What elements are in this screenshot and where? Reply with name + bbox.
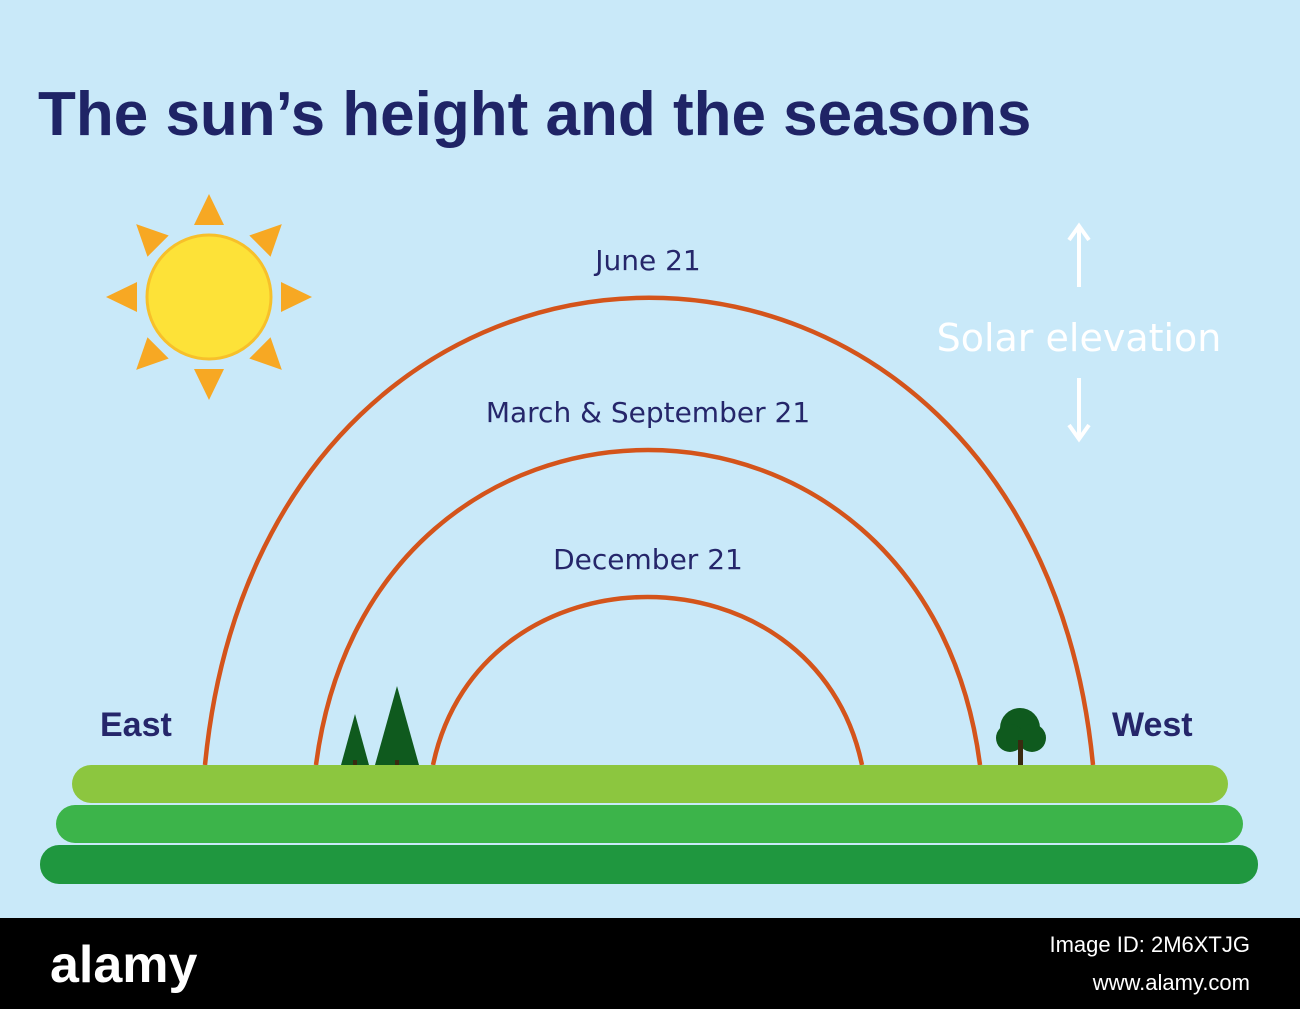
arc-label: December 21 <box>553 543 743 576</box>
arc-label: June 21 <box>593 244 701 277</box>
west-label: West <box>1112 706 1193 744</box>
equinox-arc <box>313 447 983 766</box>
footer-id: Image ID: 2M6XTJG <box>1049 932 1250 957</box>
june-arc <box>202 295 1096 766</box>
december-arc <box>430 594 865 766</box>
ground-layer <box>40 845 1258 884</box>
footer-brand: alamy <box>50 936 198 994</box>
trees <box>341 686 1046 766</box>
elevation-arrows <box>1067 222 1091 443</box>
title: The sun’s height and the seasons <box>38 80 1031 149</box>
footer-url: www.alamy.com <box>1092 970 1250 995</box>
arc-label: March & September 21 <box>486 396 810 429</box>
sun <box>106 194 312 400</box>
ground-layer <box>72 765 1228 803</box>
ground-layer <box>56 805 1243 843</box>
axis-label: Solar elevation <box>937 316 1222 360</box>
east-label: East <box>100 706 172 744</box>
footer-bar <box>0 918 1300 1009</box>
